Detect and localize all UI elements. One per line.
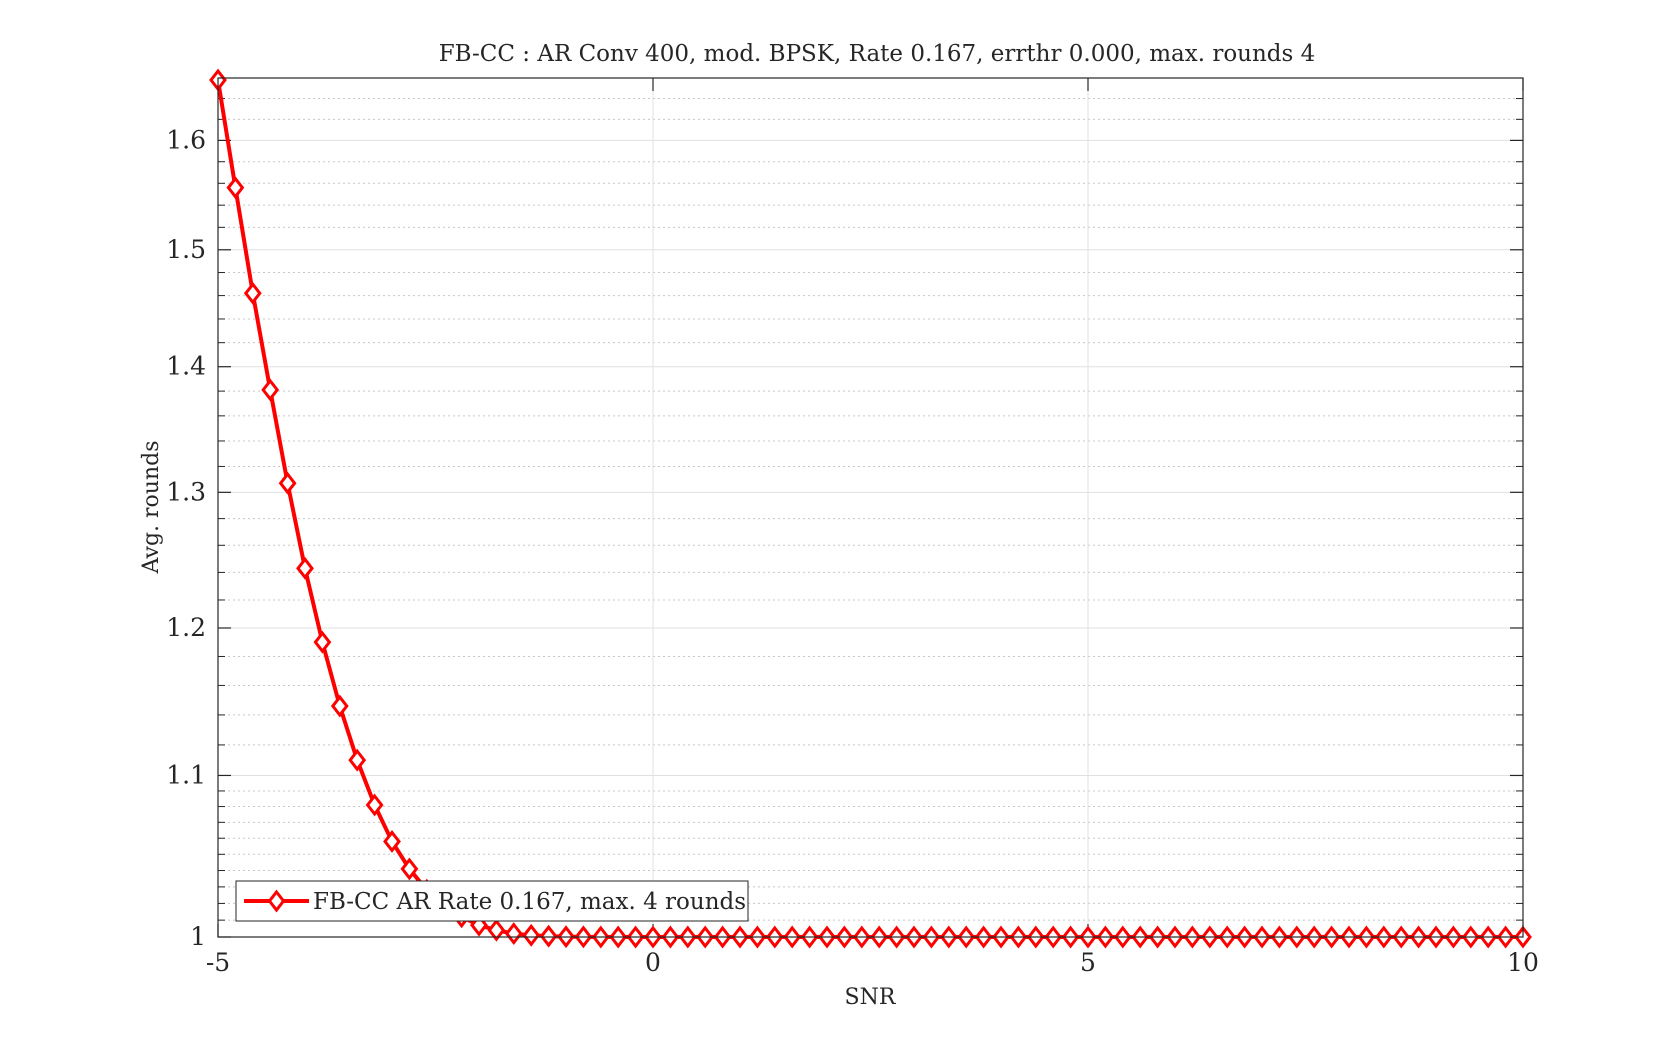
chart-title: FB-CC : AR Conv 400, mod. BPSK, Rate 0.1… (439, 41, 1316, 67)
data-point-marker (243, 281, 262, 305)
data-point-marker (487, 918, 506, 942)
data-point-marker (226, 176, 245, 200)
data-point-marker (522, 923, 541, 947)
major-grid (218, 78, 1523, 937)
y-tick-label: 1.6 (166, 125, 206, 154)
y-tick-label: 1.3 (166, 477, 206, 506)
plot-area (218, 78, 1523, 937)
data-point-marker (365, 793, 384, 817)
tick-labels: 1 1.1 1.2 1.3 1.4 1.5 1.6 -5 0 5 10 (166, 125, 1539, 977)
data-point-marker (539, 924, 558, 948)
data-point-marker (383, 829, 401, 853)
x-tick-label: 5 (1080, 948, 1096, 977)
y-tick-label: 1.5 (166, 235, 206, 264)
y-tick-label: 1.1 (166, 760, 206, 789)
data-point-marker (470, 913, 488, 937)
data-point-marker (261, 378, 280, 402)
data-point-marker (278, 471, 297, 495)
y-tick-label: 1 (190, 922, 206, 951)
legend-label: FB-CC AR Rate 0.167, max. 4 rounds (313, 889, 746, 915)
data-point-marker (400, 857, 419, 881)
data-point-marker (313, 630, 332, 654)
y-axis-label: Avg. rounds (139, 441, 164, 575)
data-point-marker (504, 922, 523, 946)
x-tick-label: -5 (206, 948, 230, 977)
x-tick-label: 0 (645, 948, 661, 977)
x-tick-label: 10 (1507, 948, 1539, 977)
legend-diamond-marker (267, 889, 286, 913)
y-tick-label: 1.4 (166, 352, 206, 381)
x-axis-label: SNR (845, 985, 897, 1010)
data-point-marker (296, 556, 314, 580)
axes-box (217, 77, 1524, 938)
legend: FB-CC AR Rate 0.167, max. 4 rounds (235, 880, 749, 922)
y-tick-label: 1.2 (166, 613, 206, 642)
data-point-marker (348, 748, 367, 772)
data-point-marker (330, 694, 349, 718)
legend-box (235, 880, 749, 922)
